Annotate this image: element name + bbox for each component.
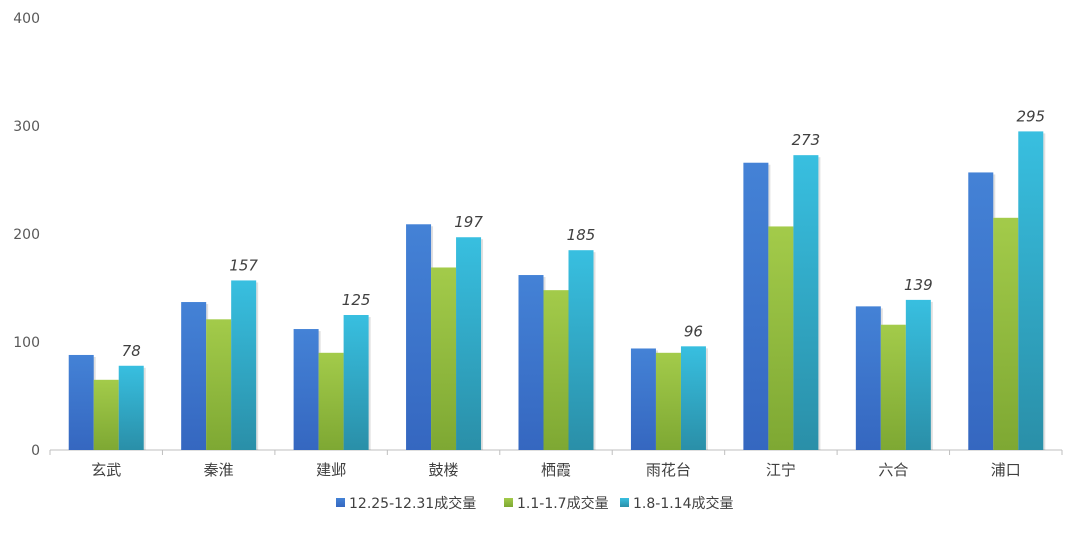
bars-group [68, 131, 1046, 450]
y-tick-label: 200 [13, 227, 40, 243]
bar [855, 306, 881, 450]
data-label: 157 [229, 256, 258, 274]
x-tick-label: 栖霞 [541, 461, 571, 479]
legend-item: 12.25-12.31成交量 [336, 495, 476, 512]
data-label: 295 [1016, 107, 1045, 125]
bar [93, 379, 119, 450]
data-label: 78 [122, 342, 141, 360]
x-tick-label: 六合 [878, 461, 908, 479]
bar [1018, 131, 1044, 450]
bar [68, 354, 94, 450]
bar [406, 224, 432, 450]
legend-label: 12.25-12.31成交量 [349, 495, 476, 512]
bar [318, 352, 344, 450]
bar [905, 299, 931, 450]
bar [456, 237, 482, 450]
legend-item: 1.8-1.14成交量 [620, 495, 734, 512]
bar [655, 352, 681, 450]
x-tick-label: 玄武 [91, 461, 121, 479]
data-label: 96 [684, 322, 703, 340]
bar [630, 348, 656, 450]
x-tick-label: 建邺 [316, 461, 346, 479]
legend: 12.25-12.31成交量 1.1-1.7成交量 1.8-1.14成交量 [336, 495, 734, 512]
data-labels-group: 78 157 125 197 185 96 273 139 295 [122, 107, 1045, 359]
bar [968, 172, 994, 450]
y-tick-label: 100 [13, 335, 40, 351]
y-axis: 0 100 200 300 400 [13, 11, 40, 459]
x-axis: 玄武 秦淮 建邺 鼓楼 栖霞 雨花台 江宁 六合 浦口 [49, 449, 1063, 479]
bar [518, 275, 544, 450]
legend-label: 1.8-1.14成交量 [633, 495, 734, 512]
data-label: 139 [904, 276, 933, 294]
bar [680, 346, 706, 450]
bar [118, 365, 144, 450]
bar [568, 250, 594, 450]
y-tick-label: 400 [13, 11, 40, 27]
x-tick-label: 鼓楼 [429, 461, 459, 479]
x-tick-label: 秦淮 [204, 461, 234, 479]
bar [293, 329, 319, 450]
bar [993, 217, 1019, 450]
bar [768, 226, 794, 450]
bar [206, 319, 232, 450]
legend-swatch [336, 498, 345, 507]
x-tick-label: 江宁 [766, 461, 796, 479]
bar [231, 280, 257, 450]
y-tick-label: 300 [13, 119, 40, 135]
data-label: 273 [792, 131, 821, 149]
bar [793, 155, 819, 450]
bar [743, 162, 769, 450]
x-tick-label: 雨花台 [646, 461, 691, 479]
legend-swatch [620, 498, 629, 507]
data-label: 125 [342, 291, 371, 309]
bar [343, 315, 369, 450]
data-label: 197 [454, 213, 483, 231]
data-label: 185 [567, 226, 596, 244]
legend-label: 1.1-1.7成交量 [517, 495, 609, 512]
bar [543, 290, 569, 450]
y-tick-label: 0 [31, 443, 40, 459]
legend-swatch [504, 498, 513, 507]
legend-item: 1.1-1.7成交量 [504, 495, 609, 512]
bar [181, 302, 207, 450]
bar [880, 324, 906, 450]
bar [431, 267, 457, 450]
x-tick-label: 浦口 [991, 461, 1021, 479]
